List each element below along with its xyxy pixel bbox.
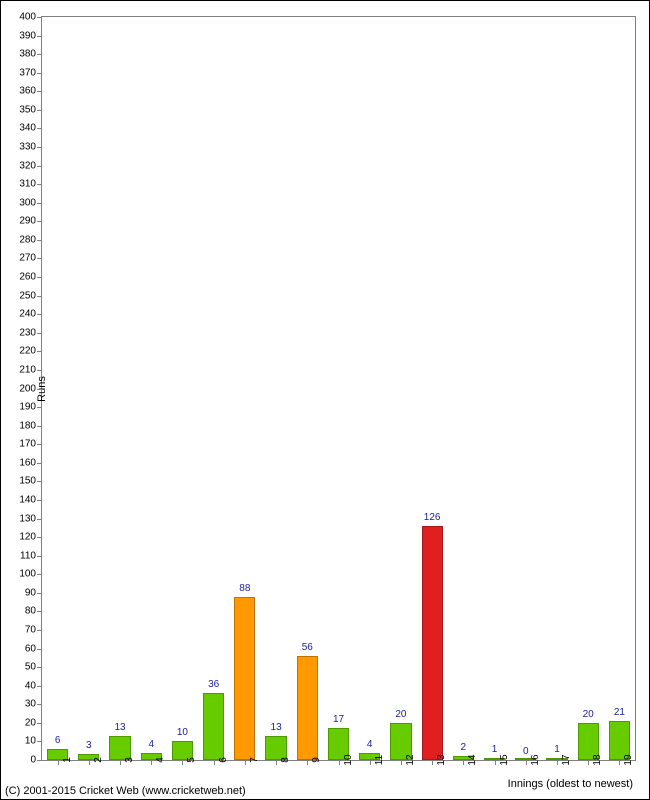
ytick-label: 390 xyxy=(19,30,42,41)
xtick-label: 6 xyxy=(214,757,229,763)
xtick-label: 9 xyxy=(307,757,322,763)
ytick-label: 250 xyxy=(19,290,42,301)
ytick-label: 280 xyxy=(19,234,42,245)
ytick-label: 320 xyxy=(19,160,42,171)
ytick-label: 260 xyxy=(19,272,42,283)
bar-value-label: 10 xyxy=(177,727,188,738)
xtick-label: 3 xyxy=(120,757,135,763)
bar-value-label: 56 xyxy=(302,642,313,653)
plot-area: Runs Innings (oldest to newest) 01020304… xyxy=(41,16,636,761)
xtick-label: 4 xyxy=(151,757,166,763)
ytick-label: 360 xyxy=(19,86,42,97)
ytick-label: 200 xyxy=(19,383,42,394)
bar-value-label: 17 xyxy=(333,714,344,725)
xtick-label: 16 xyxy=(526,754,541,765)
bar-value-label: 21 xyxy=(614,707,625,718)
ytick-label: 210 xyxy=(19,364,42,375)
bar-value-label: 13 xyxy=(114,722,125,733)
ytick-label: 20 xyxy=(25,717,42,728)
ytick-label: 90 xyxy=(25,587,42,598)
bar-value-label: 4 xyxy=(148,739,154,750)
ytick-label: 140 xyxy=(19,494,42,505)
ytick-label: 150 xyxy=(19,476,42,487)
ytick-label: 300 xyxy=(19,197,42,208)
ytick-label: 70 xyxy=(25,624,42,635)
xtick-label: 2 xyxy=(89,757,104,763)
bar-value-label: 20 xyxy=(583,709,594,720)
ytick-label: 230 xyxy=(19,327,42,338)
ytick-label: 400 xyxy=(19,12,42,23)
xtick-label: 8 xyxy=(276,757,291,763)
xtick-label: 13 xyxy=(432,754,447,765)
copyright-text: (C) 2001-2015 Cricket Web (www.cricketwe… xyxy=(5,785,246,797)
bar-value-label: 36 xyxy=(208,679,219,690)
bar-value-label: 4 xyxy=(367,739,373,750)
xtick-label: 15 xyxy=(495,754,510,765)
xtick-label: 10 xyxy=(339,754,354,765)
xtick-label: 17 xyxy=(557,754,572,765)
chart-frame: Runs Innings (oldest to newest) 01020304… xyxy=(0,0,650,800)
ytick-label: 290 xyxy=(19,216,42,227)
x-axis-label: Innings (oldest to newest) xyxy=(508,778,633,790)
bar-value-label: 88 xyxy=(239,583,250,594)
bar-value-label: 3 xyxy=(86,740,92,751)
bar-value-label: 2 xyxy=(461,742,467,753)
xtick-label: 5 xyxy=(182,757,197,763)
bar xyxy=(422,526,443,760)
xtick-label: 19 xyxy=(619,754,634,765)
ytick-label: 370 xyxy=(19,67,42,78)
ytick-label: 50 xyxy=(25,662,42,673)
ytick-label: 170 xyxy=(19,439,42,450)
ytick-label: 160 xyxy=(19,457,42,468)
ytick-label: 100 xyxy=(19,569,42,580)
ytick-label: 380 xyxy=(19,49,42,60)
ytick-label: 330 xyxy=(19,142,42,153)
ytick-label: 350 xyxy=(19,104,42,115)
bar-value-label: 20 xyxy=(395,709,406,720)
ytick-label: 240 xyxy=(19,309,42,320)
bar xyxy=(234,597,255,760)
xtick-label: 12 xyxy=(401,754,416,765)
ytick-label: 40 xyxy=(25,680,42,691)
ytick-label: 120 xyxy=(19,532,42,543)
ytick-label: 0 xyxy=(30,755,42,766)
ytick-label: 60 xyxy=(25,643,42,654)
bar xyxy=(297,656,318,760)
ytick-label: 10 xyxy=(25,736,42,747)
xtick-label: 14 xyxy=(463,754,478,765)
ytick-label: 110 xyxy=(20,550,42,561)
xtick-label: 11 xyxy=(370,755,385,765)
ytick-label: 30 xyxy=(25,699,42,710)
ytick-label: 130 xyxy=(19,513,42,524)
ytick-label: 270 xyxy=(19,253,42,264)
xtick-label: 7 xyxy=(245,757,260,763)
ytick-label: 340 xyxy=(19,123,42,134)
xtick-label: 18 xyxy=(588,754,603,765)
ytick-label: 80 xyxy=(25,606,42,617)
ytick-label: 220 xyxy=(19,346,42,357)
ytick-label: 180 xyxy=(19,420,42,431)
bar-value-label: 126 xyxy=(424,512,441,523)
xtick-label: 1 xyxy=(58,757,73,763)
bar-value-label: 13 xyxy=(271,722,282,733)
bar xyxy=(203,693,224,760)
ytick-label: 190 xyxy=(19,402,42,413)
bar-value-label: 6 xyxy=(55,735,61,746)
ytick-label: 310 xyxy=(19,179,42,190)
